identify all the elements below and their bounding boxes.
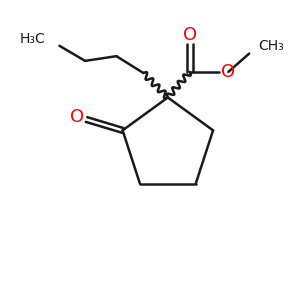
- Text: CH₃: CH₃: [258, 39, 284, 53]
- Text: O: O: [70, 108, 84, 126]
- Text: O: O: [183, 26, 197, 44]
- Text: O: O: [221, 63, 236, 81]
- Text: H₃C: H₃C: [20, 32, 46, 46]
